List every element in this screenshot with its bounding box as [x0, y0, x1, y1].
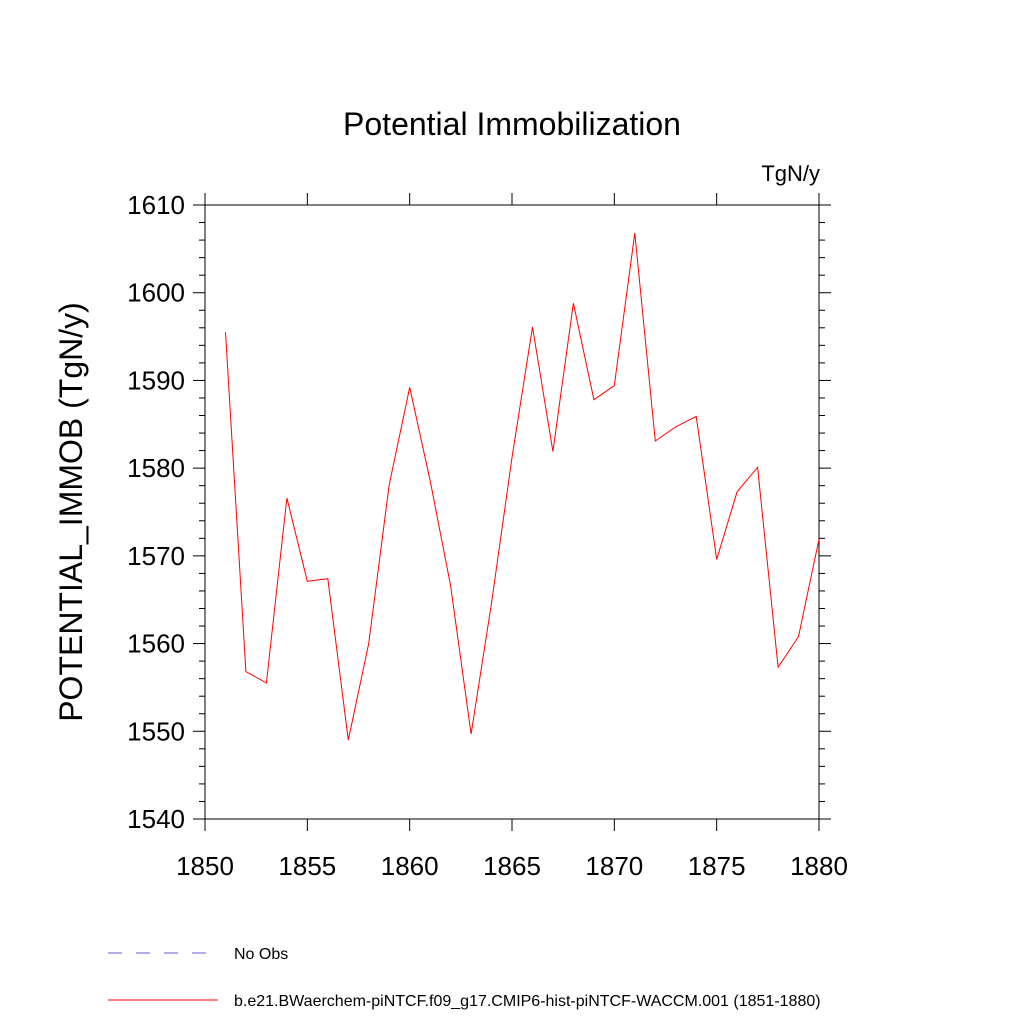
y-axis-ticks: 1540 1550 1560 1570 1580 1590 1600 1610	[127, 190, 831, 834]
y-tick-label: 1580	[127, 453, 185, 483]
series-line	[225, 233, 820, 741]
x-tick-label: 1880	[790, 851, 848, 881]
y-tick-label: 1600	[127, 278, 185, 308]
x-tick-label: 1850	[176, 851, 234, 881]
y-tick-label: 1610	[127, 190, 185, 220]
x-tick-label: 1860	[381, 851, 439, 881]
chart-title: Potential Immobilization	[343, 106, 681, 142]
y-tick-label: 1560	[127, 629, 185, 659]
y-axis-label: POTENTIAL_IMMOB (TgN/y)	[53, 302, 89, 722]
x-tick-label: 1855	[278, 851, 336, 881]
y-tick-label: 1540	[127, 804, 185, 834]
plot-frame	[204, 204, 820, 820]
y-tick-label: 1570	[127, 541, 185, 571]
x-tick-label: 1875	[688, 851, 746, 881]
x-tick-label: 1870	[585, 851, 643, 881]
legend-label-model: b.e21.BWaerchem-piNTCF.f09_g17.CMIP6-his…	[234, 993, 821, 1010]
legend-label-no-obs: No Obs	[234, 946, 288, 963]
units-label: TgN/y	[761, 161, 820, 186]
x-axis-ticks: 1850 1855 1860 1865 1870 1875 1880	[176, 193, 848, 881]
x-tick-label: 1865	[483, 851, 541, 881]
y-tick-label: 1550	[127, 716, 185, 746]
legend: No Obs b.e21.BWaerchem-piNTCF.f09_g17.CM…	[108, 946, 821, 1010]
y-tick-label: 1590	[127, 365, 185, 395]
y-minor-ticks	[199, 222, 825, 802]
